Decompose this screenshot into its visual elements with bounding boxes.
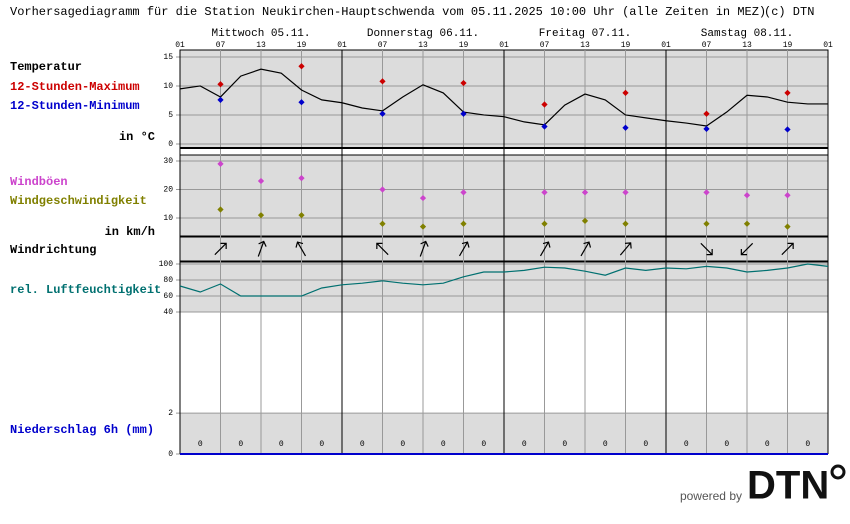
- legend-label: Windgeschwindigkeit: [10, 194, 147, 208]
- data-line: [179, 263, 829, 297]
- x-tick-label: 07: [540, 41, 550, 50]
- wind-arrow: [214, 242, 227, 256]
- wind-arrow: [539, 241, 551, 257]
- wind-arrow: [781, 242, 794, 256]
- wind-arrow: [700, 242, 713, 256]
- y-tick-label: 5: [168, 111, 173, 120]
- legend-label: 12-Stunden-Minimum: [10, 99, 140, 113]
- panel-label: Temperatur: [10, 60, 82, 74]
- x-tick-label: 01: [337, 41, 347, 50]
- wind-arrow: [458, 241, 470, 257]
- point: [217, 160, 224, 167]
- unit-label: in km/h: [105, 225, 155, 239]
- wind-arrow: [740, 242, 754, 256]
- legend-label: rel. Luftfeuchtigkeit: [10, 283, 161, 297]
- point: [217, 81, 224, 88]
- x-tick-label: 13: [580, 41, 590, 50]
- value-label: 0: [441, 440, 446, 449]
- value-label: 0: [765, 440, 770, 449]
- x-tick-label: 13: [742, 41, 752, 50]
- value-label: 0: [724, 440, 729, 449]
- x-tick-label: 19: [621, 41, 631, 50]
- x-tick-label: 13: [256, 41, 266, 50]
- logo-dot: [830, 464, 846, 480]
- day-label: Mittwoch 05.11.: [211, 28, 310, 40]
- x-tick-label: 19: [783, 41, 793, 50]
- value-label: 0: [522, 440, 527, 449]
- value-label: 0: [603, 440, 608, 449]
- legend-label: Windböen: [10, 175, 68, 189]
- x-tick-label: 07: [216, 41, 226, 50]
- wind-arrow: [295, 241, 307, 257]
- value-label: 0: [319, 440, 324, 449]
- x-tick-label: 07: [378, 41, 388, 50]
- value-label: 0: [643, 440, 648, 449]
- y-tick-label: 0: [168, 450, 173, 459]
- value-label: 0: [684, 440, 689, 449]
- powered-by: powered by: [680, 489, 742, 503]
- x-tick-label: 19: [297, 41, 307, 50]
- chart-title: Vorhersagediagramm für die Station Neuki…: [10, 5, 766, 19]
- day-label: Samstag 08.11.: [701, 28, 793, 40]
- y-tick-label: 100: [159, 260, 174, 269]
- wind-arrow: [619, 242, 632, 256]
- value-label: 0: [400, 440, 405, 449]
- x-tick-label: 01: [661, 41, 671, 50]
- panel-label: Windrichtung: [10, 243, 96, 257]
- y-tick-label: 10: [163, 214, 173, 223]
- value-label: 0: [562, 440, 567, 449]
- value-label: 0: [481, 440, 486, 449]
- x-tick-label: 13: [418, 41, 428, 50]
- logo: DTN: [747, 464, 829, 508]
- x-tick-label: 01: [175, 41, 185, 50]
- point: [217, 96, 224, 103]
- wind-arrow: [580, 241, 592, 257]
- y-tick-label: 2: [168, 409, 173, 418]
- wind-arrow: [419, 240, 429, 257]
- unit-label: in °C: [119, 130, 155, 144]
- day-label: Donnerstag 06.11.: [367, 28, 479, 40]
- legend-label: 12-Stunden-Maximum: [10, 80, 140, 94]
- value-label: 0: [805, 440, 810, 449]
- wind-arrow: [257, 240, 267, 257]
- y-tick-label: 30: [163, 157, 173, 166]
- x-tick-label: 07: [702, 41, 712, 50]
- y-tick-label: 40: [163, 308, 173, 317]
- value-label: 0: [360, 440, 365, 449]
- copyright: (c) DTN: [764, 5, 814, 19]
- panel-label: Niederschlag 6h (mm): [10, 423, 154, 437]
- y-tick-label: 80: [163, 276, 173, 285]
- x-tick-label: 01: [499, 41, 509, 50]
- data-line: [179, 68, 828, 127]
- x-tick-label: 01: [823, 41, 833, 50]
- y-tick-label: 0: [168, 140, 173, 149]
- x-tick-label: 19: [459, 41, 469, 50]
- y-tick-label: 60: [163, 292, 173, 301]
- value-label: 0: [238, 440, 243, 449]
- value-label: 0: [279, 440, 284, 449]
- y-tick-label: 20: [163, 186, 173, 195]
- day-label: Freitag 07.11.: [539, 28, 631, 40]
- value-label: 0: [198, 440, 203, 449]
- wind-arrow: [376, 242, 389, 256]
- y-tick-label: 10: [163, 82, 173, 91]
- y-tick-label: 15: [163, 53, 173, 62]
